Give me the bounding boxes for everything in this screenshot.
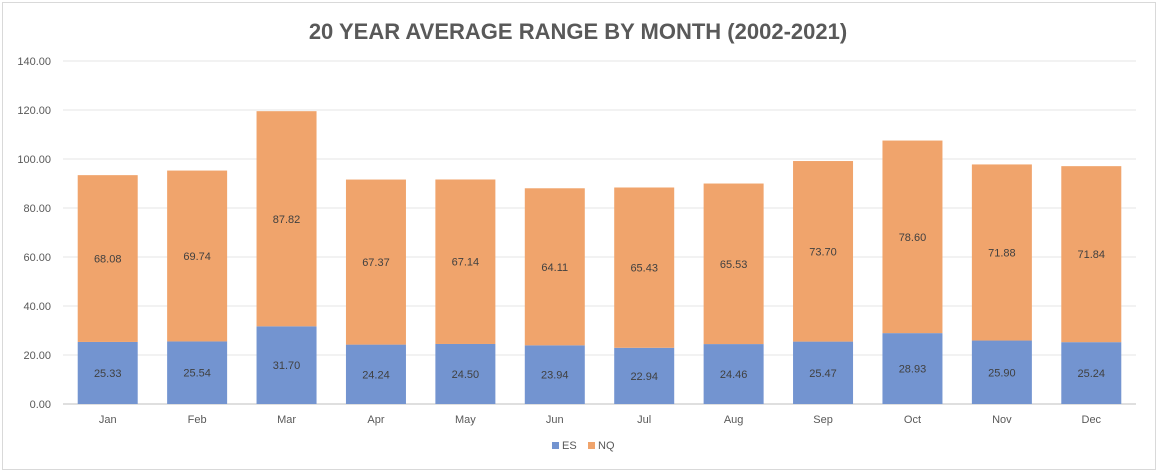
- data-label: 71.88: [988, 247, 1016, 259]
- data-label: 25.47: [809, 368, 837, 380]
- bar-es-nov: [971, 340, 1032, 404]
- x-tick-label: Jun: [546, 414, 564, 426]
- x-axis-tick-labels: Jan Feb Mar Apr May Jun Jul Aug Sep Oct Nov Dec: [99, 414, 1102, 426]
- bar-nq-jul: [614, 187, 675, 348]
- legend: ES NQ: [552, 440, 615, 452]
- bar-es-sep: [793, 341, 854, 404]
- stacked-bar-chart: 20 YEAR AVERAGE RANGE BY MONTH (2002-202…: [17, 19, 1136, 452]
- data-label: 25.24: [1078, 368, 1106, 380]
- y-tick-label: 80.00: [23, 203, 51, 215]
- bar-es-aug: [703, 344, 764, 404]
- bar-es-jun: [524, 345, 585, 404]
- x-tick-label: Jul: [637, 414, 651, 426]
- x-tick-label: Dec: [1082, 414, 1102, 426]
- bar-nq-jun: [524, 188, 585, 346]
- bar-nq-nov: [971, 164, 1032, 341]
- y-tick-label: 120.00: [17, 105, 51, 117]
- data-label: 87.82: [273, 214, 301, 226]
- bar-nq-jan: [77, 175, 138, 342]
- data-label: 25.54: [183, 368, 211, 380]
- legend-swatch-nq: [588, 442, 595, 449]
- legend-label: ES: [562, 440, 577, 452]
- bar-nq-dec: [1061, 166, 1122, 343]
- x-tick-label: May: [455, 414, 476, 426]
- bar-es-apr: [345, 344, 406, 404]
- data-label: 22.94: [630, 371, 658, 383]
- data-label: 24.46: [720, 369, 748, 381]
- x-tick-label: Feb: [188, 414, 207, 426]
- bar-nq-oct: [882, 140, 943, 334]
- data-label: 69.74: [183, 251, 211, 263]
- bar-es-jan: [77, 341, 138, 404]
- legend-swatch-es: [552, 442, 559, 449]
- y-tick-label: 20.00: [23, 350, 51, 362]
- bar-nq-feb: [167, 170, 228, 342]
- data-label: 68.08: [94, 254, 122, 266]
- data-label: 71.84: [1078, 249, 1106, 261]
- bar-nq-mar: [256, 111, 317, 327]
- x-tick-label: Apr: [367, 414, 384, 426]
- x-tick-label: Jan: [99, 414, 117, 426]
- bar-nq-sep: [793, 161, 854, 342]
- chart-title: 20 YEAR AVERAGE RANGE BY MONTH (2002-202…: [309, 19, 847, 44]
- bar-nq-apr: [345, 179, 406, 345]
- bar-es-mar: [256, 326, 317, 404]
- x-tick-label: Oct: [904, 414, 921, 426]
- data-label: 23.94: [541, 370, 569, 382]
- data-label: 78.60: [899, 232, 927, 244]
- y-tick-label: 100.00: [17, 154, 51, 166]
- y-tick-label: 60.00: [23, 252, 51, 264]
- bars: 25.33 68.08 25.54 69.74 31.70 87.82 24.24 67.37…: [77, 111, 1122, 404]
- bar-nq-aug: [703, 183, 764, 345]
- data-label: 24.50: [452, 369, 480, 381]
- x-tick-label: Sep: [813, 414, 833, 426]
- x-tick-label: Aug: [724, 414, 744, 426]
- legend-label: NQ: [598, 440, 615, 452]
- data-label: 28.93: [899, 364, 927, 376]
- data-label: 73.70: [809, 246, 837, 258]
- bar-es-dec: [1061, 342, 1122, 404]
- data-label: 67.37: [362, 257, 390, 269]
- data-label: 31.70: [273, 360, 301, 372]
- y-tick-label: 140.00: [17, 56, 51, 68]
- bar-nq-may: [435, 179, 496, 344]
- data-label: 65.43: [630, 263, 658, 275]
- y-tick-label: 0.00: [30, 399, 51, 411]
- bar-es-may: [435, 343, 496, 404]
- x-tick-label: Nov: [992, 414, 1012, 426]
- data-label: 64.11: [541, 262, 568, 274]
- bar-es-oct: [882, 333, 943, 404]
- y-axis-tick-labels: 0.00 20.00 40.00 60.00 80.00 100.00 120.00 140.…: [17, 56, 51, 411]
- bar-es-feb: [167, 341, 228, 404]
- data-label: 65.53: [720, 259, 748, 271]
- data-label: 67.14: [452, 257, 480, 269]
- gridlines: [63, 60, 1136, 405]
- data-label: 24.24: [362, 369, 390, 381]
- y-tick-label: 40.00: [23, 301, 51, 313]
- data-label: 25.90: [988, 367, 1016, 379]
- x-tick-label: Mar: [277, 414, 296, 426]
- bar-es-jul: [614, 347, 675, 404]
- data-label: 25.33: [94, 368, 122, 380]
